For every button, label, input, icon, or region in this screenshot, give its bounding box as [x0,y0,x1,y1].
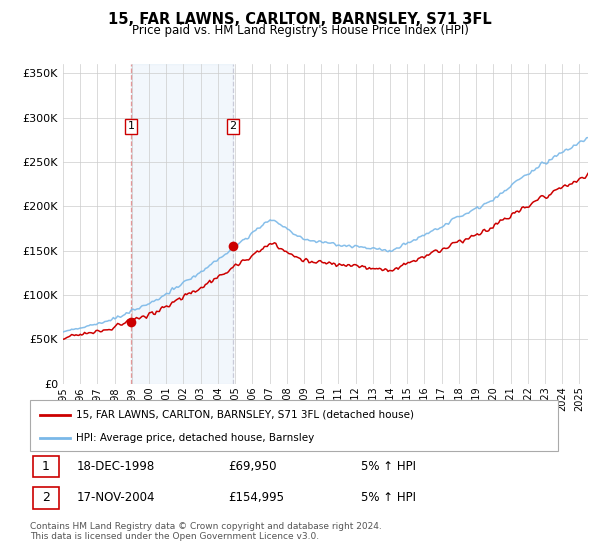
Text: £154,995: £154,995 [229,491,285,505]
Text: £69,950: £69,950 [229,460,277,473]
FancyBboxPatch shape [30,400,558,451]
Text: 2: 2 [42,491,50,505]
Text: 2: 2 [230,122,236,132]
Text: 18-DEC-1998: 18-DEC-1998 [77,460,155,473]
Text: 1: 1 [42,460,50,473]
Text: HPI: Average price, detached house, Barnsley: HPI: Average price, detached house, Barn… [76,433,315,443]
Text: 5% ↑ HPI: 5% ↑ HPI [361,460,416,473]
Text: 15, FAR LAWNS, CARLTON, BARNSLEY, S71 3FL: 15, FAR LAWNS, CARLTON, BARNSLEY, S71 3F… [108,12,492,27]
Text: Contains HM Land Registry data © Crown copyright and database right 2024.
This d: Contains HM Land Registry data © Crown c… [30,522,382,542]
Text: Price paid vs. HM Land Registry's House Price Index (HPI): Price paid vs. HM Land Registry's House … [131,24,469,37]
FancyBboxPatch shape [33,455,59,477]
FancyBboxPatch shape [33,487,59,509]
Text: 5% ↑ HPI: 5% ↑ HPI [361,491,416,505]
Text: 1: 1 [128,122,134,132]
Text: 15, FAR LAWNS, CARLTON, BARNSLEY, S71 3FL (detached house): 15, FAR LAWNS, CARLTON, BARNSLEY, S71 3F… [76,409,415,419]
Bar [131,64,233,384]
Text: 17-NOV-2004: 17-NOV-2004 [77,491,155,505]
